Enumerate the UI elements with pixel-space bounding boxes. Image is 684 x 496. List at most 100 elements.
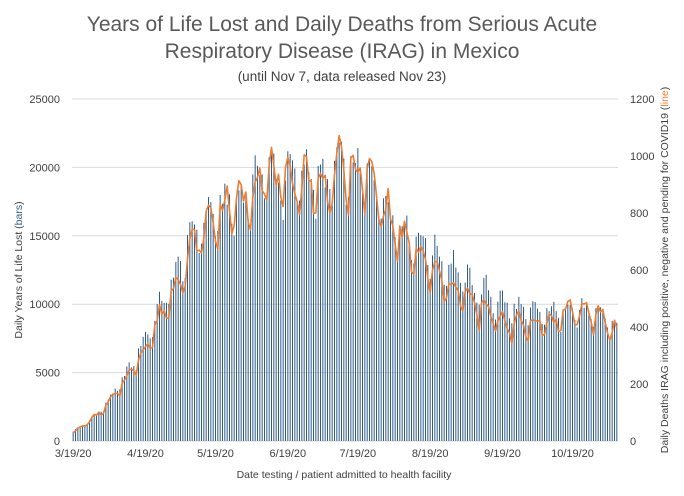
- x-tick-4: 7/19/20: [339, 448, 376, 460]
- bar: [252, 174, 254, 442]
- bar: [530, 307, 531, 441]
- bar: [499, 290, 501, 441]
- bar: [425, 237, 426, 441]
- bar: [581, 298, 583, 441]
- bar: [140, 345, 142, 441]
- bar: [131, 367, 132, 441]
- bar: [154, 320, 156, 441]
- bar: [588, 310, 590, 441]
- bar: [478, 304, 480, 441]
- x-tick-6: 9/19/20: [484, 448, 521, 460]
- bar: [541, 323, 543, 441]
- bar: [84, 424, 86, 441]
- right-axis-ticks: 0 200 400 600 800 1000 1200: [630, 94, 654, 448]
- bar: [371, 166, 373, 441]
- bar: [546, 308, 548, 441]
- bar: [180, 260, 181, 441]
- bar: [383, 198, 384, 441]
- bar: [595, 308, 597, 441]
- bar: [439, 256, 440, 441]
- bar: [569, 304, 571, 441]
- bar: [107, 399, 109, 441]
- bar: [616, 322, 618, 441]
- bar: [198, 253, 200, 441]
- bar: [483, 278, 485, 441]
- bar: [520, 304, 522, 441]
- bar: [226, 204, 228, 441]
- bar: [429, 278, 431, 441]
- bar: [497, 301, 499, 441]
- bar: [357, 148, 359, 442]
- bar: [100, 411, 102, 441]
- x-tick-5: 8/19/20: [412, 448, 449, 460]
- bar: [544, 324, 545, 441]
- bar: [240, 184, 242, 441]
- bar: [576, 327, 578, 441]
- bar: [296, 201, 298, 441]
- bar: [492, 313, 494, 441]
- bar: [565, 307, 566, 441]
- y-axis-label-left-highlight: bars: [13, 205, 25, 225]
- bar: [243, 202, 244, 441]
- bar: [348, 197, 349, 441]
- y-tick-left-0: 0: [54, 436, 60, 448]
- bar: [397, 252, 398, 441]
- bar: [159, 291, 160, 441]
- bar: [572, 308, 573, 441]
- bar: [420, 235, 422, 441]
- bar: [86, 424, 88, 441]
- bar: [299, 200, 300, 441]
- bar: [133, 366, 135, 441]
- bar: [231, 223, 233, 441]
- y-tick-right-6: 1200: [630, 94, 654, 106]
- y-axis-label-left-suffix: ): [13, 201, 25, 205]
- left-axis-ticks: 0 5000 10000 15000 20000 25000: [29, 94, 60, 448]
- bar: [208, 197, 209, 441]
- bar: [504, 302, 506, 441]
- bar: [614, 320, 615, 441]
- bar: [413, 263, 415, 441]
- bar: [560, 332, 562, 441]
- bar: [112, 393, 114, 441]
- bar: [138, 348, 139, 441]
- bar: [324, 187, 326, 441]
- bar: [434, 234, 436, 441]
- y-tick-right-1: 200: [630, 379, 648, 391]
- bar: [511, 323, 513, 441]
- bar: [385, 195, 387, 441]
- bar: [205, 210, 207, 441]
- bar: [567, 304, 569, 441]
- bar: [334, 160, 335, 441]
- bar: [523, 306, 524, 441]
- bar: [525, 319, 527, 441]
- bar: [436, 245, 438, 441]
- bar: [609, 339, 611, 441]
- bar: [75, 429, 76, 441]
- bar: [261, 174, 263, 441]
- bar: [590, 319, 592, 441]
- y-tick-right-5: 1000: [630, 151, 654, 163]
- bar: [161, 300, 163, 441]
- bar: [173, 277, 174, 441]
- bar: [306, 149, 307, 441]
- bar: [135, 370, 137, 441]
- bar: [212, 214, 214, 441]
- bar: [275, 179, 277, 441]
- bar: [602, 309, 604, 441]
- bar: [229, 194, 230, 441]
- bar: [327, 179, 328, 441]
- bar: [177, 256, 179, 441]
- bar: [103, 411, 104, 441]
- bar: [128, 362, 130, 441]
- bar: [196, 229, 198, 441]
- bar: [166, 302, 167, 441]
- bar: [597, 306, 599, 441]
- bar: [189, 222, 191, 441]
- bar: [238, 190, 240, 441]
- bar: [121, 377, 123, 441]
- bar: [593, 327, 594, 441]
- bar: [147, 334, 149, 441]
- x-tick-3: 6/19/20: [269, 448, 306, 460]
- bar: [301, 170, 303, 441]
